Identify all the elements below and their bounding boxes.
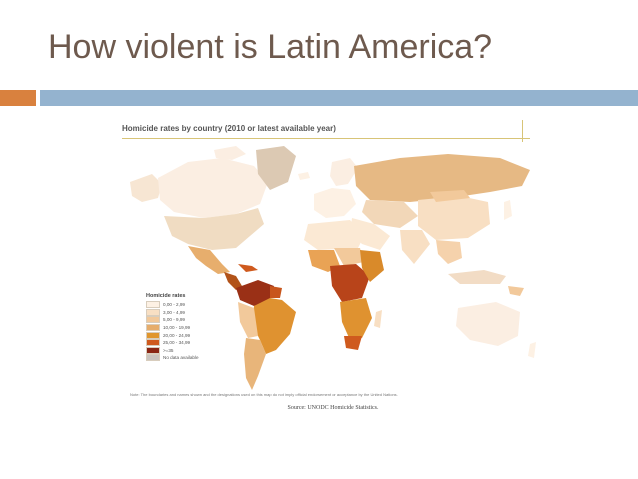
legend-label: 3,00 - 4,99: [163, 309, 185, 315]
homicide-map-figure: Homicide rates by country (2010 or lates…: [118, 118, 548, 418]
region-indonesia: [448, 270, 506, 284]
legend-item: 3,00 - 4,99: [146, 308, 199, 317]
region-madagascar: [374, 310, 382, 328]
legend-swatch: [146, 354, 160, 362]
legend-item: 25,00 - 34,99: [146, 339, 199, 347]
region-alaska: [130, 174, 162, 202]
region-central-africa: [330, 264, 370, 302]
legend-swatch: [146, 346, 160, 354]
map-legend: Homicide rates 0,00 - 2,99 3,00 - 4,99 5,0…: [146, 293, 199, 362]
region-mexico: [188, 246, 230, 274]
region-new-zealand: [528, 342, 536, 358]
region-russia: [354, 154, 530, 202]
legend-swatch: [146, 331, 160, 339]
legend-item: No data available: [146, 354, 199, 362]
region-greenland: [256, 146, 296, 190]
region-australia: [456, 302, 520, 346]
legend-label: No data available: [163, 355, 199, 361]
region-arctic-islands: [214, 146, 246, 160]
legend-label: 5,00 - 9,99: [163, 317, 185, 323]
legend-title: Homicide rates: [146, 293, 186, 299]
legend-swatch: [146, 301, 160, 309]
map-note: Note: The boundaries and names shown and…: [130, 392, 398, 397]
legend-label: 0,00 - 2,99: [163, 302, 185, 308]
legend-swatch: [146, 316, 160, 324]
region-papua: [508, 286, 524, 296]
region-china: [418, 196, 490, 240]
region-iceland: [298, 172, 310, 180]
map-title: Homicide rates by country (2010 or lates…: [122, 124, 336, 133]
region-guianas: [270, 286, 282, 298]
region-central-asia: [362, 200, 418, 228]
region-venezuela-colombia: [236, 280, 274, 306]
region-caribbean: [238, 264, 258, 272]
region-mongolia: [430, 190, 470, 202]
map-source: Source: UNODC Homicide Statistics.: [287, 405, 379, 411]
region-western-europe: [314, 188, 356, 218]
region-sahel: [334, 248, 364, 266]
world-map: [130, 146, 536, 390]
region-southern-cone: [244, 338, 266, 390]
slide-title: How violent is Latin America?: [48, 28, 493, 66]
title-accent-bar: [0, 90, 36, 106]
legend-swatch: [146, 308, 160, 316]
region-south-africa: [344, 336, 362, 350]
region-east-africa: [360, 250, 384, 282]
region-canada: [158, 158, 268, 218]
region-peru-bolivia: [238, 302, 258, 338]
legend-item: 20,00 - 24,99: [146, 331, 199, 339]
title-divider-bar: [40, 90, 638, 106]
legend-label: 25,00 - 34,99: [163, 340, 191, 346]
legend-swatch: [146, 324, 160, 332]
region-india: [400, 230, 430, 264]
region-usa: [164, 208, 264, 250]
legend-item: 5,00 - 9,99: [146, 316, 199, 324]
region-central-america: [224, 272, 242, 290]
region-southeast-asia: [436, 240, 462, 264]
legend-label: 20,00 - 24,99: [163, 332, 191, 338]
map-title-rule-tick: [522, 120, 523, 142]
legend-swatch: [146, 339, 160, 347]
legend-item: 10,00 - 19,99: [146, 324, 199, 332]
legend-item: >=35: [146, 346, 199, 355]
map-title-rule: [122, 138, 530, 139]
legend-item: 0,00 - 2,99: [146, 301, 199, 309]
legend-label: >=35: [163, 347, 174, 353]
region-southern-africa: [340, 298, 372, 340]
region-brazil: [252, 298, 296, 354]
region-japan: [504, 200, 512, 220]
region-north-africa: [304, 220, 364, 250]
legend-label: 10,00 - 19,99: [163, 325, 191, 331]
region-scandinavia: [330, 158, 358, 186]
